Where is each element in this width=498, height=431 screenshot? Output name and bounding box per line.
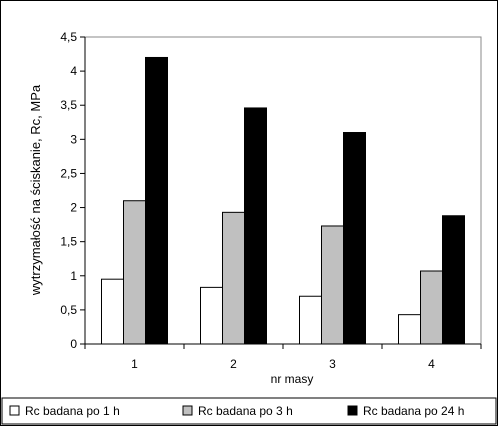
bar-4-series-3 (442, 215, 465, 345)
bar-2-series-3 (244, 107, 267, 345)
y-tick-label: 2,5 (60, 166, 77, 180)
x-tick-label: 4 (428, 357, 435, 371)
legend-swatch-series-2 (182, 405, 193, 416)
legend-box (1, 397, 497, 425)
legend-label-series-1: Rc badana po 1 h (25, 404, 120, 418)
x-tick-label: 2 (230, 357, 237, 371)
y-tick-label: 4,5 (60, 30, 77, 44)
bar-1-series-3 (145, 56, 168, 345)
y-tick-label: 4 (70, 64, 77, 78)
axes-layer: 0 0,5 1 1,5 2 2,5 3 3,5 4 4,5 1 2 3 4 (60, 30, 482, 371)
legend-label-series-2: Rc badana po 3 h (198, 404, 293, 418)
y-tick-label: 1,5 (60, 235, 77, 249)
legend-label-series-3: Rc badana po 24 h (363, 404, 464, 418)
y-tick-label: 1 (70, 269, 77, 283)
bar-2-series-1 (200, 286, 223, 345)
bar-1-series-2 (123, 200, 146, 345)
y-tick-label: 3,5 (60, 98, 77, 112)
bar-3-series-2 (321, 225, 344, 345)
bar-4-series-2 (420, 270, 443, 345)
y-axis-label: wytrzymałość na ściskanie, Rc, MPa (28, 84, 43, 296)
bar-2-series-2 (222, 211, 245, 345)
y-tick-label: 0,5 (60, 303, 77, 317)
legend-swatch-series-1 (9, 405, 20, 416)
bar-1-series-1 (101, 278, 124, 345)
y-tick-label: 2 (70, 201, 77, 215)
x-axis-label: nr masy (271, 372, 314, 386)
bars-layer (101, 56, 465, 345)
y-tick-label: 3 (70, 132, 77, 146)
bar-4-series-1 (398, 314, 421, 345)
legend-swatch-series-3 (347, 405, 358, 416)
legend: Rc badana po 1 h Rc badana po 3 h Rc badan… (9, 404, 464, 418)
x-tick-label: 1 (131, 357, 138, 371)
bar-3-series-1 (299, 295, 322, 345)
x-tick-label: 3 (329, 357, 336, 371)
y-tick-label: 0 (70, 337, 77, 351)
bar-3-series-3 (343, 132, 366, 345)
